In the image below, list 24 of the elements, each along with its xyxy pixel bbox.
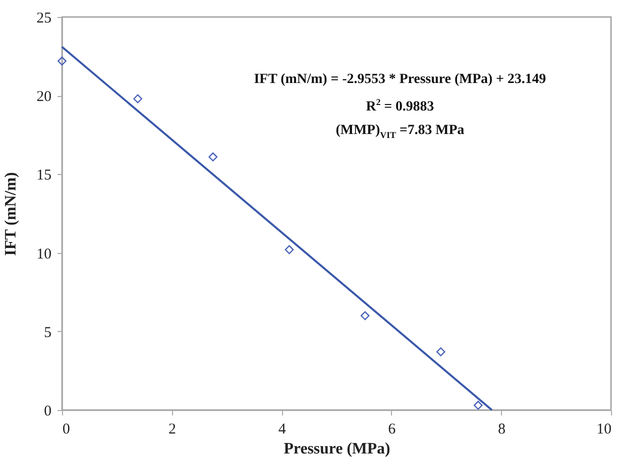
y-tick-label: 0 [44, 404, 52, 420]
annotation: R$^{2}$ = 0.9883 [364, 96, 436, 117]
x-tick-label: 10 [596, 422, 612, 438]
point [360, 311, 370, 320]
annotation: (MMP)$_{VIT}$ =7.83 MPa [334, 122, 466, 142]
point [133, 94, 142, 104]
y-axis-title: IFT (mN/m) [2, 172, 20, 256]
annotation: IFT (mN/m) = -2.9553 * Pressure (MPa) + 23.149 [252, 71, 548, 89]
x-tick-label: 0 [62, 422, 70, 438]
y-tick-label: 5 [44, 324, 52, 341]
point [436, 347, 446, 356]
point [208, 152, 218, 162]
x-tick-label: 6 [388, 422, 396, 438]
y-tick-label: 15 [36, 168, 52, 184]
y-tick-label: 25 [36, 10, 52, 26]
point [284, 245, 294, 254]
y-tick-label: 20 [36, 89, 52, 106]
point [474, 400, 483, 410]
x-axis-title: Pressure (MPa) [284, 440, 390, 458]
x-tick-label: 4 [278, 422, 286, 438]
point [58, 56, 66, 66]
y-tick-label: 10 [36, 246, 52, 262]
x-tick-label: 2 [168, 422, 176, 438]
x-tick-label: 8 [498, 422, 506, 438]
